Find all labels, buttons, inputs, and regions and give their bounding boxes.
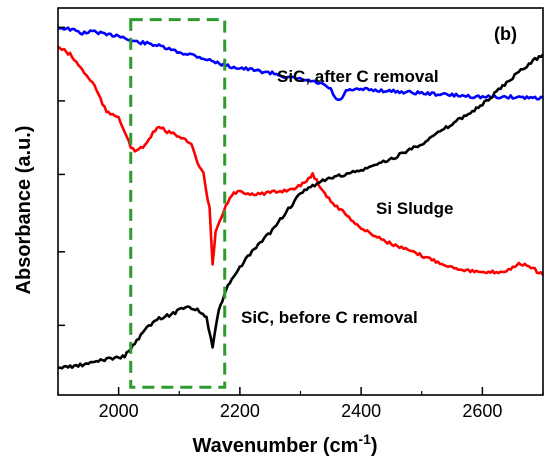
series-label-before: SiC, before C removal (241, 308, 418, 327)
x-tick-label-2000: 2000 (99, 401, 139, 421)
highlight-box (129, 18, 227, 389)
x-axis-title-tail: ) (371, 435, 378, 457)
chart-marks: 2000 2200 2400 2600 (57, 7, 545, 421)
panel-label: (b) (494, 24, 517, 44)
series-label-sludge: Si Sludge (376, 199, 453, 218)
series-line-after (57, 26, 544, 102)
y-axis-title: Absorbance (a.u.) (13, 126, 35, 295)
x-tick-label-2400: 2400 (341, 401, 381, 421)
series-line-before (57, 53, 545, 370)
x-tick-label-2200: 2200 (220, 401, 260, 421)
x-axis-title-main: Wavenumber (cm (192, 435, 358, 457)
series-label-after: SiC, after C removal (277, 67, 439, 86)
x-axis-title-sup: -1 (358, 431, 371, 447)
x-axis-title: Wavenumber (cm-1) (192, 431, 377, 457)
series-line-sludge (57, 45, 545, 276)
x-tick-label-2600: 2600 (462, 401, 502, 421)
